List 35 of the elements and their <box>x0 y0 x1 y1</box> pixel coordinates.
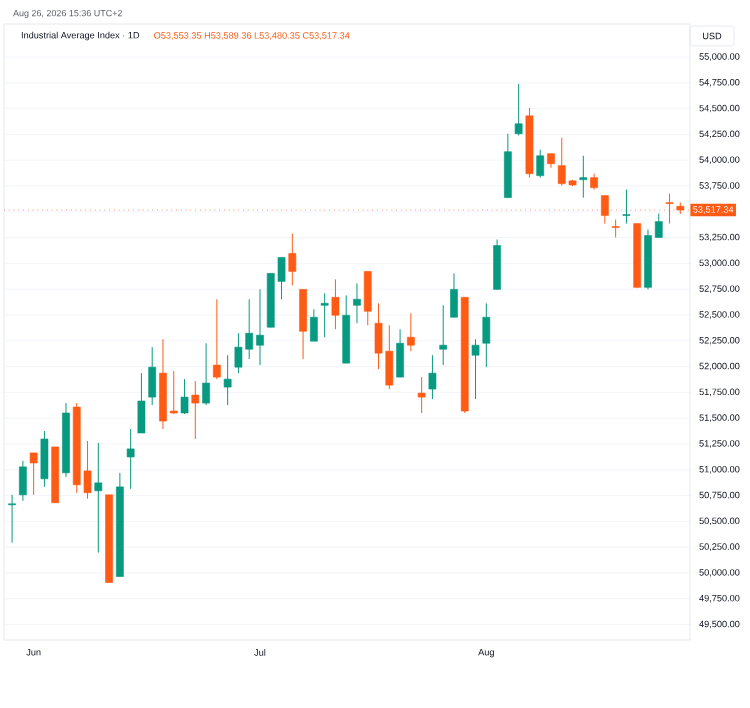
candlestick <box>622 189 631 225</box>
candlestick <box>223 354 232 406</box>
candlestick <box>342 294 351 364</box>
candlestick <box>299 288 307 360</box>
candlestick <box>331 278 340 330</box>
candlestick <box>320 292 329 338</box>
candlestick <box>439 304 448 366</box>
candlestick <box>202 342 210 406</box>
candlestick <box>8 494 16 544</box>
candlestick <box>19 460 27 502</box>
candlestick <box>191 380 200 440</box>
candlestick <box>493 239 501 290</box>
candlestick <box>137 372 146 434</box>
candlestick <box>536 149 545 179</box>
candlestick <box>363 270 372 326</box>
candlestick <box>407 312 415 352</box>
candlestick <box>180 378 189 415</box>
candlestick <box>213 298 221 380</box>
candlestick <box>40 430 49 488</box>
candlestick <box>288 232 297 286</box>
candlestick <box>428 354 437 400</box>
candlestick <box>514 83 523 136</box>
candlestick <box>94 442 103 554</box>
candlestick <box>396 328 404 378</box>
candlestick <box>417 376 426 414</box>
candlestick <box>504 133 512 199</box>
candlestick <box>482 302 491 368</box>
candlestick <box>471 338 480 400</box>
candlestick <box>29 452 38 496</box>
candlestick <box>353 282 361 324</box>
candlestick <box>148 346 157 406</box>
candlestick <box>126 428 135 490</box>
candlestick <box>310 308 318 342</box>
candlestick <box>450 272 458 318</box>
candlestick <box>579 155 588 199</box>
